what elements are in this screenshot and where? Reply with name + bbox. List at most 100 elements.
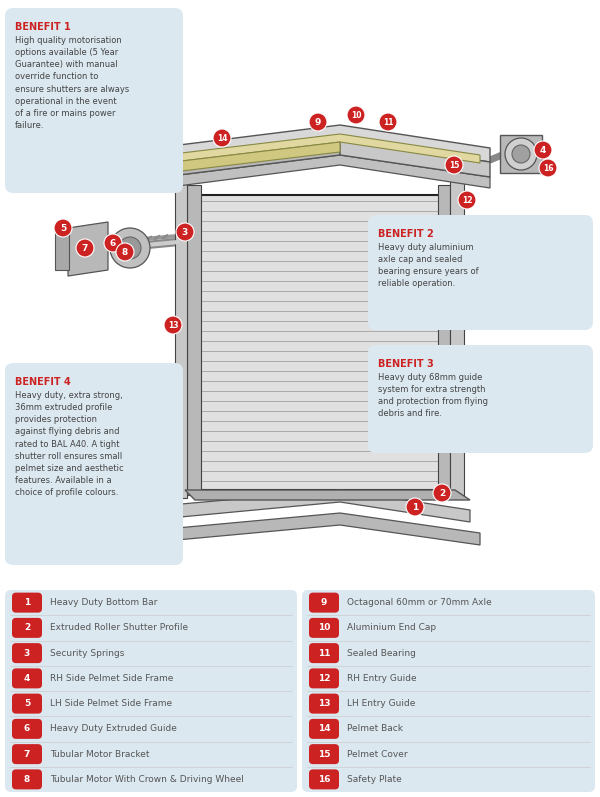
Polygon shape bbox=[185, 490, 470, 500]
Text: Tubular Motor With Crown & Driving Wheel: Tubular Motor With Crown & Driving Wheel bbox=[50, 775, 244, 784]
Text: 12: 12 bbox=[462, 195, 472, 205]
Text: LH Side Pelmet Side Frame: LH Side Pelmet Side Frame bbox=[50, 699, 172, 708]
Circle shape bbox=[347, 106, 365, 124]
Text: LH Entry Guide: LH Entry Guide bbox=[347, 699, 415, 708]
Polygon shape bbox=[165, 142, 340, 173]
FancyBboxPatch shape bbox=[309, 693, 339, 713]
Circle shape bbox=[119, 237, 141, 259]
Circle shape bbox=[309, 113, 327, 131]
Text: 16: 16 bbox=[543, 163, 553, 172]
FancyBboxPatch shape bbox=[309, 643, 339, 663]
Text: RH Side Pelmet Side Frame: RH Side Pelmet Side Frame bbox=[50, 674, 173, 683]
FancyBboxPatch shape bbox=[5, 8, 183, 193]
Text: High quality motorisation
options available (5 Year
Guarantee) with manual
overr: High quality motorisation options availa… bbox=[15, 36, 129, 130]
FancyBboxPatch shape bbox=[12, 618, 42, 638]
Text: Heavy duty, extra strong,
36mm extruded profile
provides protection
against flyi: Heavy duty, extra strong, 36mm extruded … bbox=[15, 391, 124, 497]
Text: BENEFIT 2: BENEFIT 2 bbox=[378, 229, 434, 239]
FancyBboxPatch shape bbox=[368, 345, 593, 453]
Text: 3: 3 bbox=[24, 649, 30, 658]
Bar bbox=[195, 195, 450, 490]
Text: 2: 2 bbox=[439, 489, 445, 497]
FancyBboxPatch shape bbox=[12, 669, 42, 689]
Circle shape bbox=[539, 159, 557, 177]
Bar bbox=[195, 195, 450, 490]
Text: 4: 4 bbox=[540, 146, 546, 155]
Circle shape bbox=[116, 243, 134, 261]
Circle shape bbox=[458, 191, 476, 209]
Circle shape bbox=[445, 156, 463, 174]
FancyBboxPatch shape bbox=[12, 744, 42, 764]
Text: BENEFIT 3: BENEFIT 3 bbox=[378, 359, 434, 369]
Text: Pelmet Back: Pelmet Back bbox=[347, 724, 403, 733]
Circle shape bbox=[110, 228, 150, 268]
Polygon shape bbox=[340, 140, 490, 177]
Text: Tubular Motor Bracket: Tubular Motor Bracket bbox=[50, 750, 149, 759]
Text: Sealed Bearing: Sealed Bearing bbox=[347, 649, 416, 658]
FancyBboxPatch shape bbox=[5, 363, 183, 565]
Text: 12: 12 bbox=[318, 674, 330, 683]
Text: 4: 4 bbox=[24, 674, 30, 683]
FancyBboxPatch shape bbox=[309, 593, 339, 613]
FancyBboxPatch shape bbox=[12, 643, 42, 663]
Text: Safety Plate: Safety Plate bbox=[347, 775, 402, 784]
Text: 15: 15 bbox=[318, 750, 330, 759]
FancyBboxPatch shape bbox=[309, 769, 339, 789]
Text: Octagonal 60mm or 70mm Axle: Octagonal 60mm or 70mm Axle bbox=[347, 598, 492, 607]
Text: 10: 10 bbox=[318, 623, 330, 632]
Bar bbox=[175, 168, 187, 498]
Text: 5: 5 bbox=[24, 699, 30, 708]
Bar bbox=[438, 185, 450, 495]
Circle shape bbox=[433, 484, 451, 502]
Text: Heavy Duty Bottom Bar: Heavy Duty Bottom Bar bbox=[50, 598, 157, 607]
Bar bbox=[187, 185, 201, 495]
Circle shape bbox=[534, 141, 552, 159]
FancyBboxPatch shape bbox=[309, 669, 339, 689]
FancyBboxPatch shape bbox=[12, 769, 42, 789]
FancyBboxPatch shape bbox=[12, 719, 42, 739]
Bar bbox=[500, 135, 542, 173]
Text: RH Entry Guide: RH Entry Guide bbox=[347, 674, 416, 683]
Text: 2: 2 bbox=[24, 623, 30, 632]
FancyBboxPatch shape bbox=[368, 215, 593, 330]
Text: BENEFIT 4: BENEFIT 4 bbox=[15, 377, 71, 387]
Circle shape bbox=[54, 219, 72, 237]
Text: 16: 16 bbox=[318, 775, 330, 784]
Polygon shape bbox=[155, 155, 490, 189]
Polygon shape bbox=[68, 222, 108, 276]
Text: 3: 3 bbox=[182, 227, 188, 237]
FancyBboxPatch shape bbox=[309, 618, 339, 638]
Text: Heavy Duty Extruded Guide: Heavy Duty Extruded Guide bbox=[50, 724, 177, 733]
Text: 9: 9 bbox=[315, 117, 321, 127]
Circle shape bbox=[213, 129, 231, 147]
Text: 7: 7 bbox=[82, 244, 88, 253]
Polygon shape bbox=[170, 490, 470, 522]
Text: 13: 13 bbox=[168, 320, 178, 329]
Text: Pelmet Cover: Pelmet Cover bbox=[347, 750, 407, 759]
FancyBboxPatch shape bbox=[5, 590, 297, 792]
Text: Heavy duty aluminium
axle cap and sealed
bearing ensure years of
reliable operat: Heavy duty aluminium axle cap and sealed… bbox=[378, 243, 479, 289]
Text: BENEFIT 1: BENEFIT 1 bbox=[15, 22, 71, 32]
FancyBboxPatch shape bbox=[309, 744, 339, 764]
Text: 10: 10 bbox=[351, 111, 361, 120]
Text: 5: 5 bbox=[60, 223, 66, 233]
Bar bbox=[450, 168, 464, 498]
FancyBboxPatch shape bbox=[12, 693, 42, 713]
Circle shape bbox=[104, 234, 122, 252]
Text: 11: 11 bbox=[318, 649, 330, 658]
Text: Extruded Roller Shutter Profile: Extruded Roller Shutter Profile bbox=[50, 623, 188, 632]
Text: Security Springs: Security Springs bbox=[50, 649, 124, 658]
Text: 14: 14 bbox=[217, 134, 227, 143]
Polygon shape bbox=[155, 125, 490, 163]
Text: 15: 15 bbox=[449, 160, 459, 170]
Text: 11: 11 bbox=[383, 117, 393, 127]
Text: Aluminium End Cap: Aluminium End Cap bbox=[347, 623, 436, 632]
Polygon shape bbox=[155, 513, 480, 545]
Circle shape bbox=[176, 223, 194, 241]
FancyBboxPatch shape bbox=[12, 593, 42, 613]
FancyBboxPatch shape bbox=[309, 719, 339, 739]
Circle shape bbox=[76, 239, 94, 257]
Text: 1: 1 bbox=[412, 502, 418, 512]
Text: 13: 13 bbox=[318, 699, 330, 708]
Text: 1: 1 bbox=[24, 598, 30, 607]
Text: 7: 7 bbox=[24, 750, 30, 759]
